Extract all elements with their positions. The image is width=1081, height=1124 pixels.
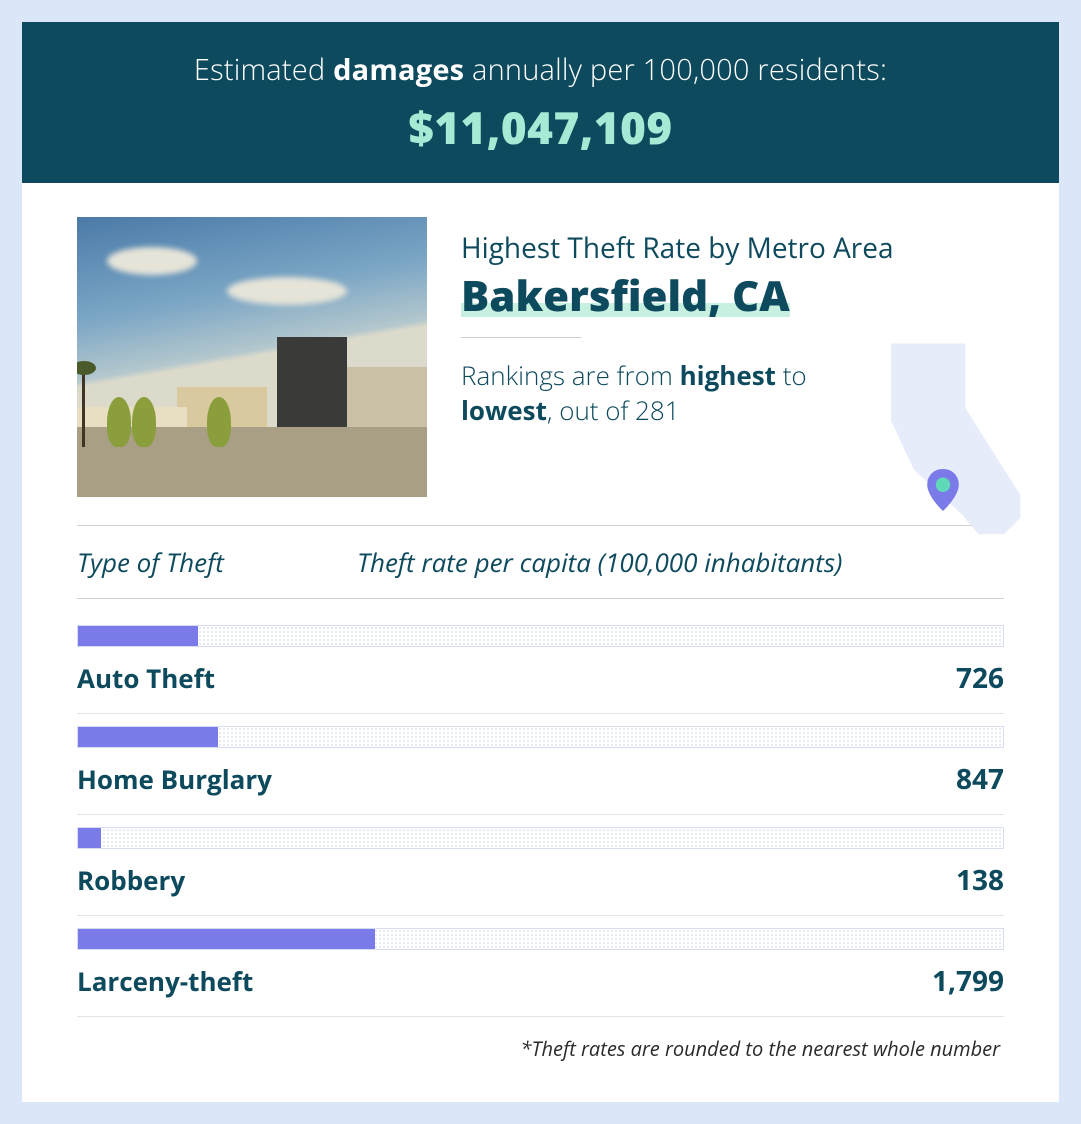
bar-value: 1,799 (932, 962, 1004, 1000)
bar-fill (78, 727, 218, 747)
card: Estimated damages annually per 100,000 r… (22, 22, 1059, 1102)
bar-label: Auto Theft (77, 660, 215, 696)
city-photo (77, 217, 427, 497)
bar-fill (78, 828, 101, 848)
bar-fill (78, 626, 198, 646)
header-title-strong: damages (333, 50, 464, 89)
info-column: Highest Theft Rate by Metro Area Bakersf… (461, 217, 1004, 497)
bar-label-row: Auto Theft 726 (77, 659, 1004, 697)
bar-track (77, 625, 1004, 647)
bar-label: Larceny-theft (77, 963, 253, 999)
small-divider (461, 337, 581, 338)
rankings-post: , out of 281 (547, 392, 680, 428)
header-title-post: annually per 100,000 residents: (464, 50, 887, 89)
bar-value: 847 (956, 760, 1004, 798)
header-title: Estimated damages annually per 100,000 r… (62, 50, 1019, 89)
bar-label-row: Larceny-theft 1,799 (77, 962, 1004, 1000)
bar-row: Auto Theft 726 (77, 625, 1004, 714)
content-area: Highest Theft Rate by Metro Area Bakersf… (22, 183, 1059, 1092)
rankings-s1: highest (680, 357, 776, 393)
header-title-pre: Estimated (194, 50, 333, 89)
header-banner: Estimated damages annually per 100,000 r… (22, 22, 1059, 183)
column-header-type: Type of Theft (77, 544, 357, 580)
city-name: Bakersfield, CA (461, 273, 790, 319)
bar-label: Home Burglary (77, 761, 272, 797)
bars-container: Auto Theft 726 Home Burglary 847 Robbery 138 L… (77, 625, 1004, 1017)
bar-label: Robbery (77, 862, 185, 898)
bar-row: Robbery 138 (77, 827, 1004, 916)
california-shape-icon (874, 337, 1044, 547)
header-amount: $11,047,109 (62, 97, 1019, 157)
table-header-row: Type of Theft Theft rate per capita (100… (77, 525, 1004, 599)
rankings-mid: to (776, 357, 807, 393)
footnote: *Theft rates are rounded to the nearest … (77, 1035, 1004, 1062)
bar-row: Home Burglary 847 (77, 726, 1004, 815)
bar-fill (78, 929, 375, 949)
map-pin-icon (927, 469, 959, 516)
rankings-pre: Rankings are from (461, 357, 680, 393)
bar-track (77, 928, 1004, 950)
bar-value: 138 (956, 861, 1004, 899)
rankings-s2: lowest (461, 392, 547, 428)
bar-track (77, 827, 1004, 849)
top-row: Highest Theft Rate by Metro Area Bakersf… (77, 217, 1004, 497)
bar-track (77, 726, 1004, 748)
bar-label-row: Robbery 138 (77, 861, 1004, 899)
column-header-rate: Theft rate per capita (100,000 inhabitan… (357, 544, 1004, 580)
rankings-text: Rankings are from highest to lowest, out… (461, 358, 821, 428)
bar-label-row: Home Burglary 847 (77, 760, 1004, 798)
bar-row: Larceny-theft 1,799 (77, 928, 1004, 1017)
bar-value: 726 (956, 659, 1004, 697)
subtitle: Highest Theft Rate by Metro Area (461, 229, 1004, 267)
